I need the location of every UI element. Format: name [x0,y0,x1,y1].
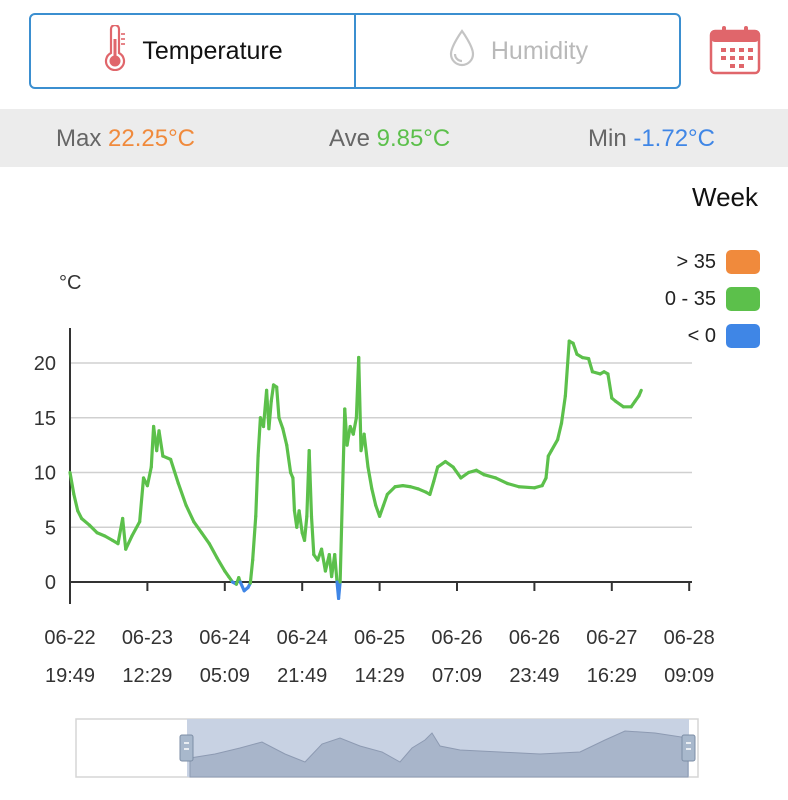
legend-item-low: < 0 [688,324,760,348]
ave-value: 9.85°C [376,125,451,152]
zoom-left-handle[interactable] [179,734,194,762]
legend-label: 0 - 35 [664,287,716,310]
legend-item-high: > 35 [677,250,760,274]
legend-swatch [726,324,760,348]
tab-humidity-label: Humidity [490,36,589,65]
tab-humidity[interactable]: Humidity [354,15,679,87]
tab-temperature[interactable]: Temperature [31,15,354,87]
metric-toggle: Temperature Humidity [29,13,681,89]
legend-swatch [726,250,760,274]
max-label: Max [56,125,102,152]
legend-label: > 35 [676,250,716,273]
tab-temperature-label: Temperature [142,36,283,65]
legend-swatch [726,287,760,311]
range-selector[interactable]: Week [692,182,758,212]
droplet-icon [447,28,477,75]
legend-item-normal: 0 - 35 [665,287,760,311]
calendar-button[interactable] [708,24,762,76]
zoom-right-handle[interactable] [681,734,696,762]
ave-label: Ave [329,125,370,152]
legend-label: < 0 [687,324,716,347]
calendar-icon [709,26,761,75]
min-value: -1.72°C [633,125,715,152]
max-value: 22.25°C [108,125,196,152]
max-stat: Max 22.25°C [56,125,195,153]
ave-stat: Ave 9.85°C [329,125,450,153]
stats-bar: Max 22.25°C Ave 9.85°C Min -1.72°C [0,109,788,167]
min-stat: Min -1.72°C [588,125,715,153]
min-label: Min [588,125,627,152]
thermometer-icon [102,23,128,78]
